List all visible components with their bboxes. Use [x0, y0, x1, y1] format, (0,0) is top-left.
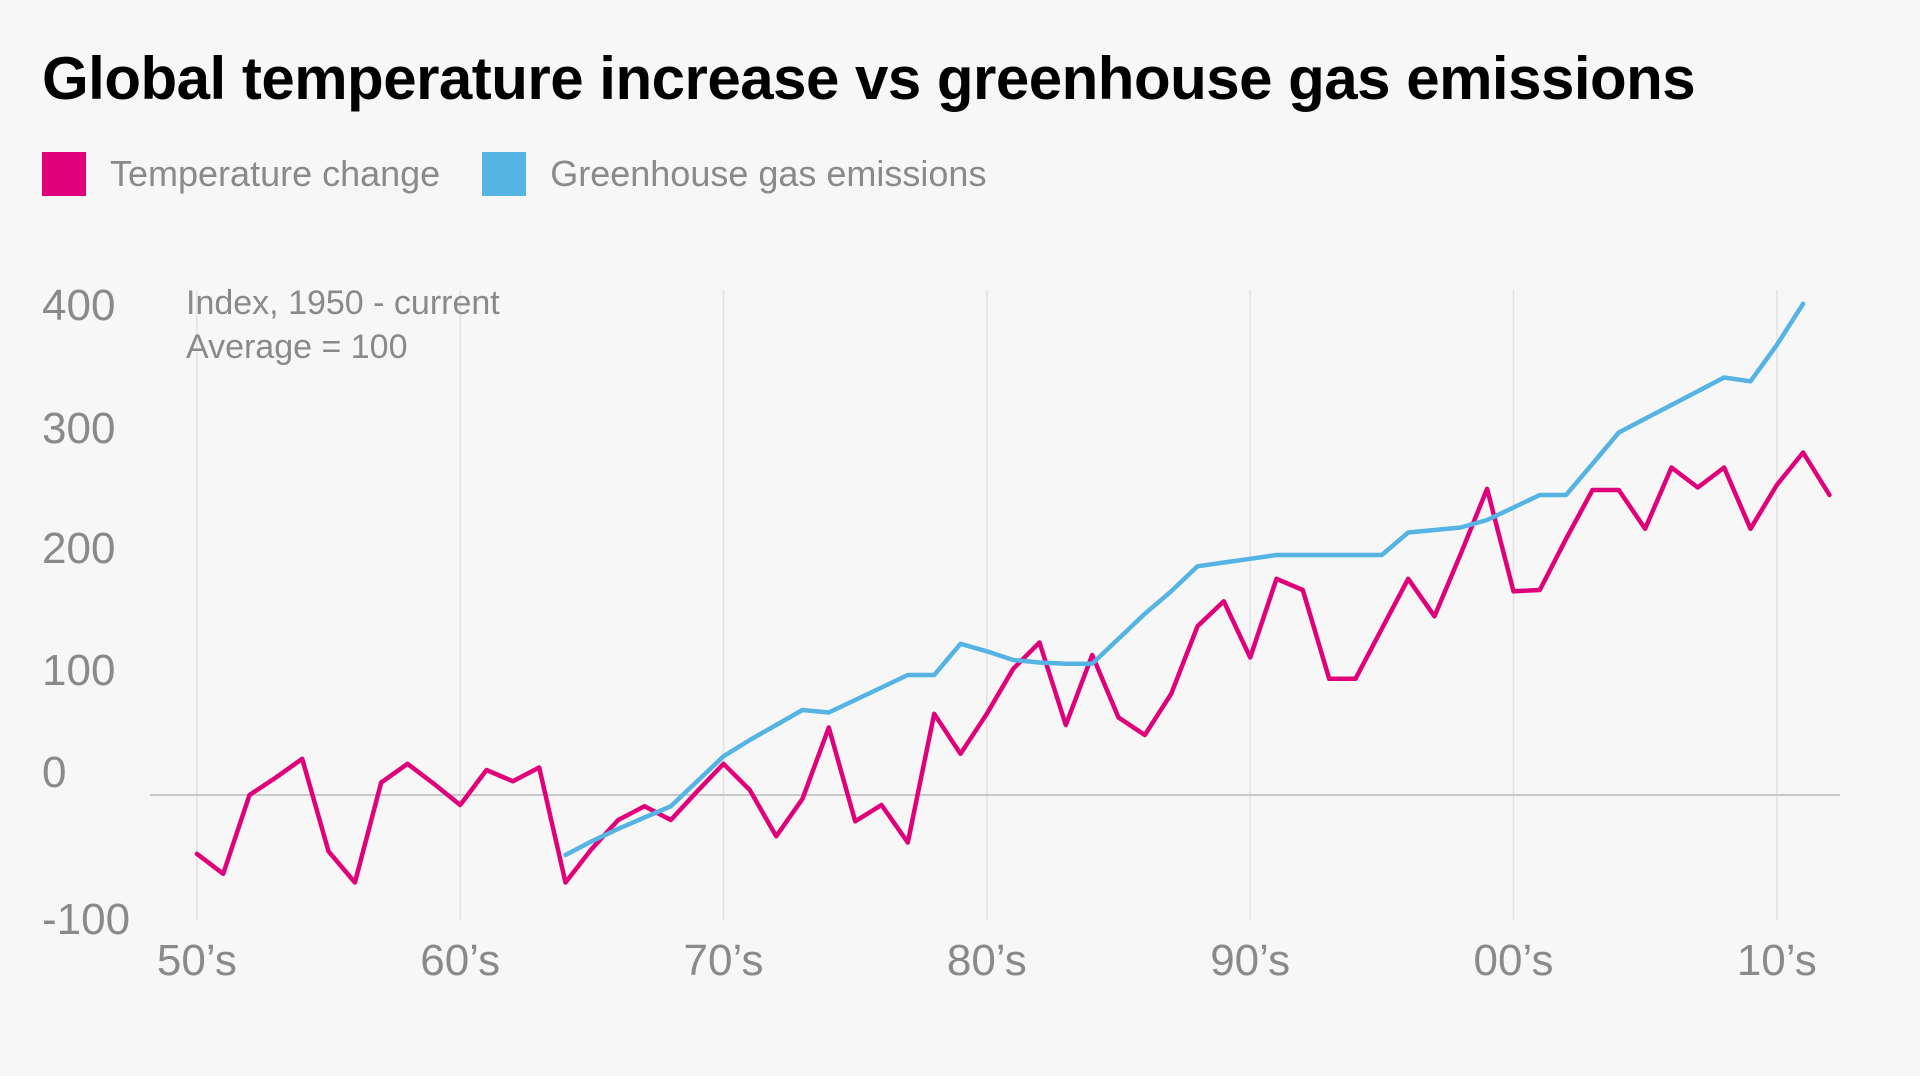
series-line-temperature: [194, 450, 1832, 885]
legend: Temperature change Greenhouse gas emissi…: [42, 152, 1028, 196]
legend-item-temperature: Temperature change: [42, 152, 440, 196]
y-tick-label: 300: [42, 404, 115, 453]
legend-swatch-temperature: [42, 152, 86, 196]
legend-item-emissions: Greenhouse gas emissions: [482, 152, 986, 196]
chart-note-line-1: Index, 1950 - current: [186, 284, 500, 322]
y-tick-label: 0: [42, 748, 66, 797]
y-tick-label: 200: [42, 524, 115, 573]
x-tick-label: 00’s: [1474, 936, 1554, 985]
chart-note-line-2: Average = 100: [186, 328, 408, 366]
x-tick-label: 90’s: [1210, 936, 1290, 985]
x-tick-label: 10’s: [1737, 936, 1817, 985]
x-tick-label: 80’s: [947, 936, 1027, 985]
x-tick-label: 70’s: [684, 936, 764, 985]
chart-title: Global temperature increase vs greenhous…: [42, 45, 1696, 112]
y-tick-label: 400: [42, 281, 115, 330]
legend-label-emissions: Greenhouse gas emissions: [550, 153, 987, 194]
series-line-emissions: [563, 301, 1806, 858]
legend-swatch-emissions: [482, 152, 527, 196]
y-tick-label: -100: [42, 895, 130, 944]
legend-label-temperature: Temperature change: [110, 153, 441, 194]
y-tick-label: 100: [42, 646, 115, 695]
x-tick-label: 60’s: [420, 936, 500, 985]
x-tick-label: 50’s: [157, 936, 237, 985]
